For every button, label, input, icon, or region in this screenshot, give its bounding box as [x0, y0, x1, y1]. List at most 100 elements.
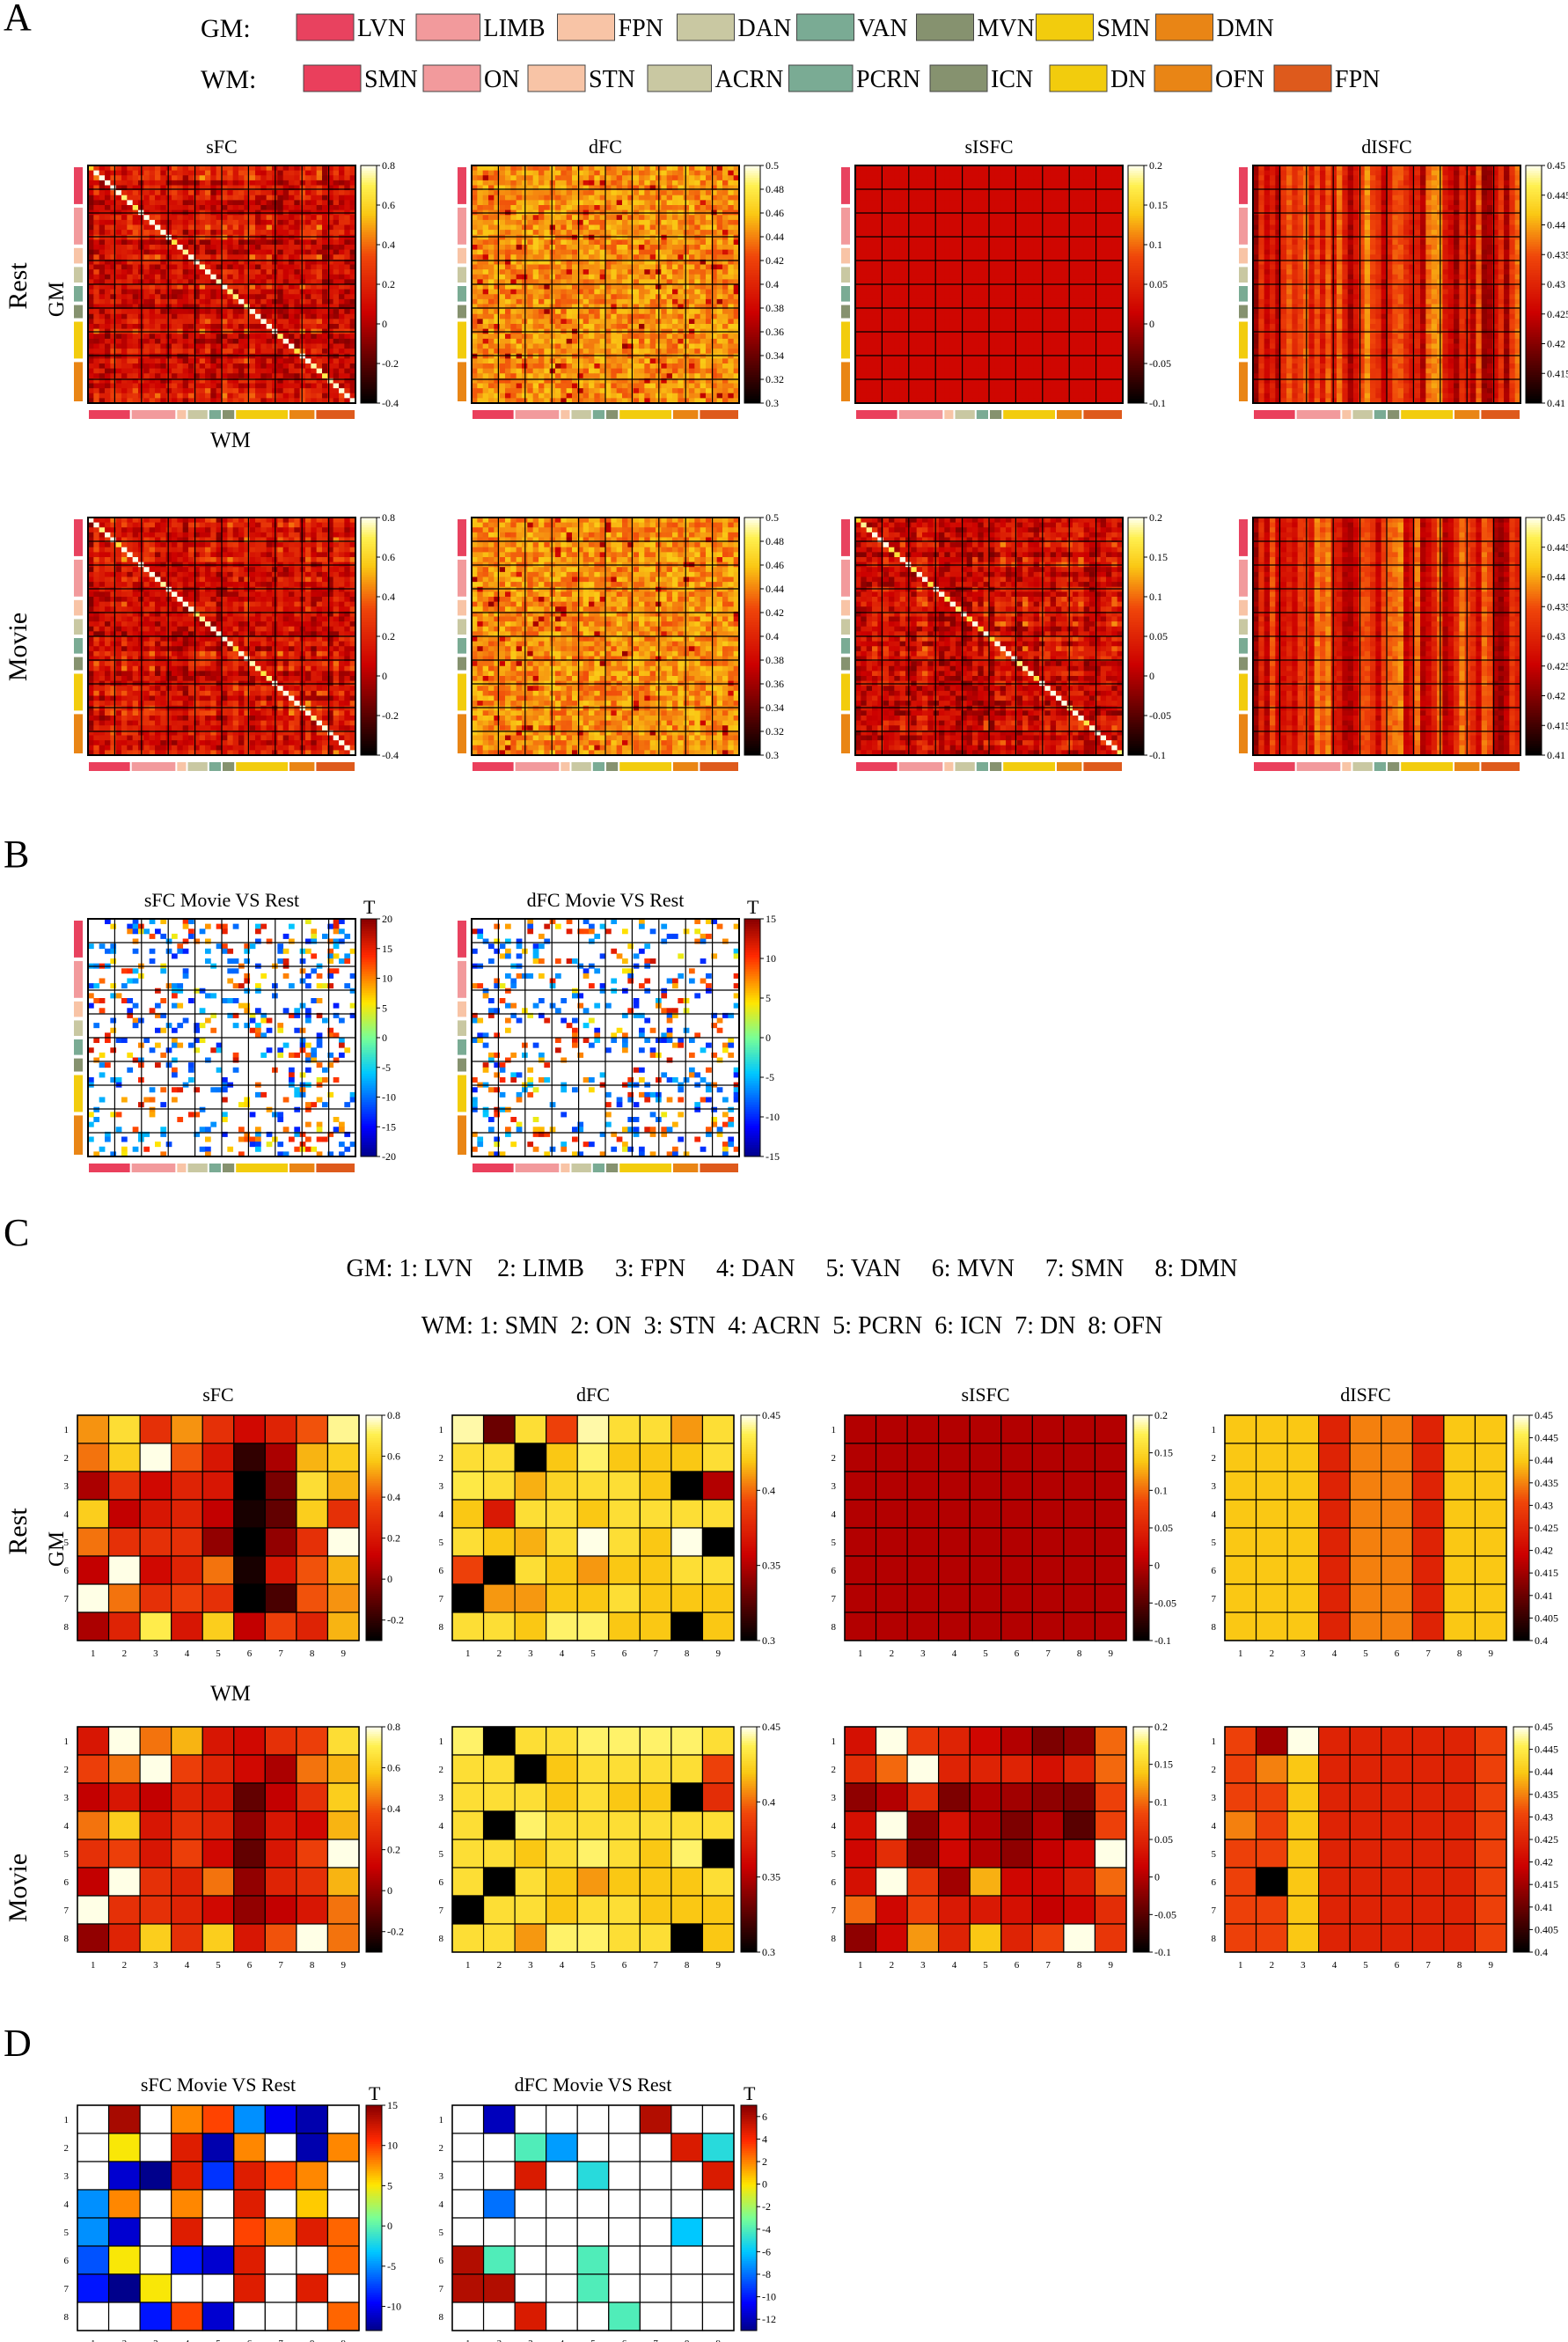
x-tick-label: 1: [858, 1960, 863, 1971]
heatmap-cell: [515, 1612, 546, 1641]
x-tick-label: 2: [1270, 1648, 1275, 1659]
heatmap-cell: [1001, 1472, 1033, 1500]
heatmap-cell: [609, 1811, 641, 1839]
x-tick-label: 8: [685, 2338, 690, 2342]
heatmap-cell: [907, 1727, 939, 1755]
heatmap-cell: [202, 1443, 234, 1472]
heatmap-cell: [327, 1924, 359, 1952]
colorbar-tick-label: 0.43: [1535, 1810, 1553, 1823]
heatmap-cell: [907, 1868, 939, 1896]
y-tick-label: 6: [64, 2256, 70, 2266]
x-tick-label: 7: [1425, 1648, 1431, 1659]
x-tick-label: 6: [1015, 1960, 1020, 1971]
heatmap-cell: [1287, 1924, 1319, 1952]
heatmap-cell: [77, 1612, 109, 1641]
colorbar-tick-label: 0.41: [1535, 1901, 1553, 1913]
heatmap-cell: [1412, 1415, 1444, 1443]
y-tick-label: 7: [64, 1594, 70, 1604]
heatmap-cell: [546, 1584, 578, 1612]
heatmap-cell: [907, 1500, 939, 1528]
colorbar-tick-label: 0.41: [1535, 1589, 1553, 1602]
heatmap-cell: [172, 1896, 203, 1924]
y-tick-label: 3: [64, 1481, 70, 1492]
heatmap-cell: [546, 2302, 578, 2331]
heatmap-cell: [1412, 1500, 1444, 1528]
heatmap-cell: [546, 2274, 578, 2302]
colorbar-tick-label: 5: [766, 992, 771, 1004]
y-tick-label: 1: [1212, 1736, 1217, 1747]
heatmap-cell: [452, 1443, 484, 1472]
y-tick-label: 7: [64, 1905, 70, 1916]
heatmap-cell: [1412, 1924, 1444, 1952]
heatmap-cell: [140, 2162, 172, 2190]
heatmap-cell: [1475, 1727, 1506, 1755]
x-tick-label: 6: [1395, 1960, 1400, 1971]
y-tick-label: 2: [1212, 1765, 1217, 1775]
heatmap-cell: [515, 1415, 546, 1443]
heatmap-cell: [671, 1811, 703, 1839]
heatmap-cell: [1412, 1556, 1444, 1584]
x-tick-label: 4: [560, 1960, 565, 1971]
heatmap-cell: [297, 2105, 328, 2133]
heatmap-cell: [1032, 1556, 1064, 1584]
heatmap-cell: [140, 1727, 172, 1755]
legend-label: SMN: [364, 66, 418, 93]
heatmap-cell: [907, 1755, 939, 1783]
colorbar-tick-label: 0.445: [1535, 1432, 1558, 1444]
colorbar-tick-label: 0.3: [766, 749, 779, 761]
heatmap-cell: [577, 1868, 609, 1896]
heatmap-cell: [484, 2246, 516, 2274]
heatmap-cell: [577, 1556, 609, 1584]
heatmap-cell: [609, 2274, 641, 2302]
heatmap-cell: [876, 1415, 908, 1443]
heatmap-cell: [671, 2162, 703, 2190]
heatmap-cell: [876, 1500, 908, 1528]
heatmap-cell: [609, 2246, 641, 2274]
y-tick-label: 7: [1212, 1905, 1217, 1916]
heatmap-cell: [452, 2218, 484, 2246]
heatmap-cell: [140, 1924, 172, 1952]
heatmap-cell: [172, 1783, 203, 1811]
y-tick-label: 8: [1212, 1622, 1217, 1633]
chart-title: dFC: [589, 136, 622, 158]
x-tick-label: 1: [858, 1648, 863, 1659]
heatmap-cell: [1001, 1584, 1033, 1612]
heatmap-cell: [1412, 1472, 1444, 1500]
heatmap-cell: [1287, 1839, 1319, 1868]
heatmap-cell: [876, 1868, 908, 1896]
y-tick-label: 3: [832, 1793, 837, 1803]
heatmap-cell: [77, 2246, 109, 2274]
heatmap-cell: [77, 1839, 109, 1868]
heatmap-cell: [265, 2105, 297, 2133]
heatmap-cell: [265, 2246, 297, 2274]
heatmap-cell: [77, 1755, 109, 1783]
heatmap-cell: [845, 1924, 876, 1952]
colorbar-tick-label: 0.8: [382, 159, 395, 172]
heatmap-cell: [484, 2133, 516, 2162]
heatmap-cell: [297, 1415, 328, 1443]
heatmap-cell: [172, 1811, 203, 1839]
chart-title: sFC: [206, 136, 237, 158]
heatmap-cell: [702, 2105, 734, 2133]
x-tick-label: 4: [185, 1960, 190, 1971]
y-tick-label: 6: [1212, 1566, 1217, 1576]
colorbar-tick-label: 0.4: [382, 591, 395, 603]
colorbar-tick-label: 0.35: [762, 1871, 780, 1883]
heatmap-cell: [515, 1811, 546, 1839]
y-tick-label: 2: [64, 2143, 70, 2154]
colorbar-tick-label: -5: [382, 1061, 391, 1074]
heatmap-cell: [515, 2190, 546, 2218]
heatmap-cell: [609, 2162, 641, 2190]
x-tick-label: 3: [528, 1960, 533, 1971]
y-tick-label: 6: [64, 1877, 70, 1888]
x-tick-label: 1: [91, 1960, 96, 1971]
colorbar-tick-label: 0.2: [1149, 511, 1162, 524]
heatmap-cell: [609, 2105, 641, 2133]
colorbar-tick-label: 0.4: [1535, 1946, 1548, 1958]
heatmap-cell: [577, 1584, 609, 1612]
colorbar-tick-label: 0.3: [762, 1946, 775, 1958]
heatmap-cell: [702, 2218, 734, 2246]
heatmap-cell: [265, 1839, 297, 1868]
